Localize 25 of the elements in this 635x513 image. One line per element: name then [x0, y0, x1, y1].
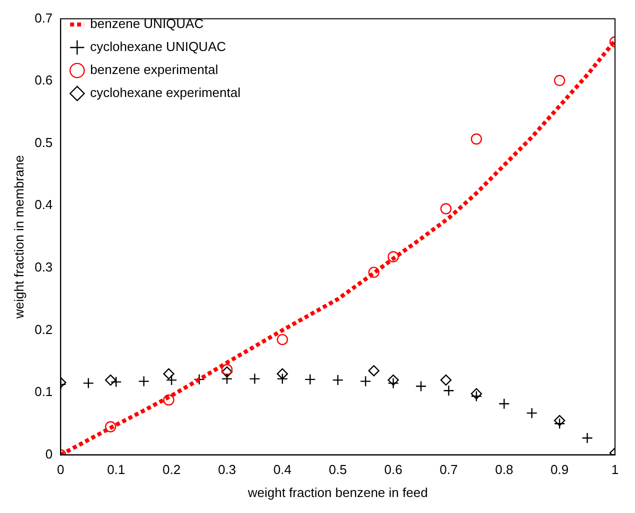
x-tick-label: 0.1	[107, 462, 126, 478]
x-tick-label: 1	[611, 462, 619, 478]
y-tick-label: 0.1	[34, 384, 53, 400]
legend-label: benzene UNIQUAC	[90, 16, 204, 32]
y-tick-label: 0.2	[34, 322, 53, 337]
y-tick-label: 0.5	[34, 134, 53, 150]
y-axis-title: weight fraction in membrane	[11, 155, 26, 320]
x-tick-label: 0.9	[550, 462, 569, 478]
x-tick-label: 0.2	[162, 462, 181, 478]
x-tick-label: 0.4	[273, 462, 292, 478]
x-tick-label: 0.6	[384, 462, 402, 478]
y-tick-label: 0.6	[34, 72, 53, 88]
x-tick-label: 0.3	[218, 462, 236, 478]
x-tick-label: 0.5	[328, 462, 347, 478]
x-tick-label: 0.7	[440, 462, 458, 478]
legend-label: cyclohexane UNIQUAC	[90, 39, 226, 54]
y-tick-label: 0.3	[34, 260, 53, 275]
legend-label: benzene experimental	[90, 62, 218, 78]
x-axis-title: weight fraction benzene in feed	[246, 484, 428, 500]
legend-label: cyclohexane experimental	[90, 85, 241, 100]
y-tick-label: 0.4	[34, 197, 53, 212]
y-tick-label: 0	[45, 446, 53, 462]
x-tick-label: 0	[57, 462, 64, 478]
y-tick-label: 0.7	[34, 10, 53, 26]
x-tick-label: 0.8	[495, 462, 514, 478]
